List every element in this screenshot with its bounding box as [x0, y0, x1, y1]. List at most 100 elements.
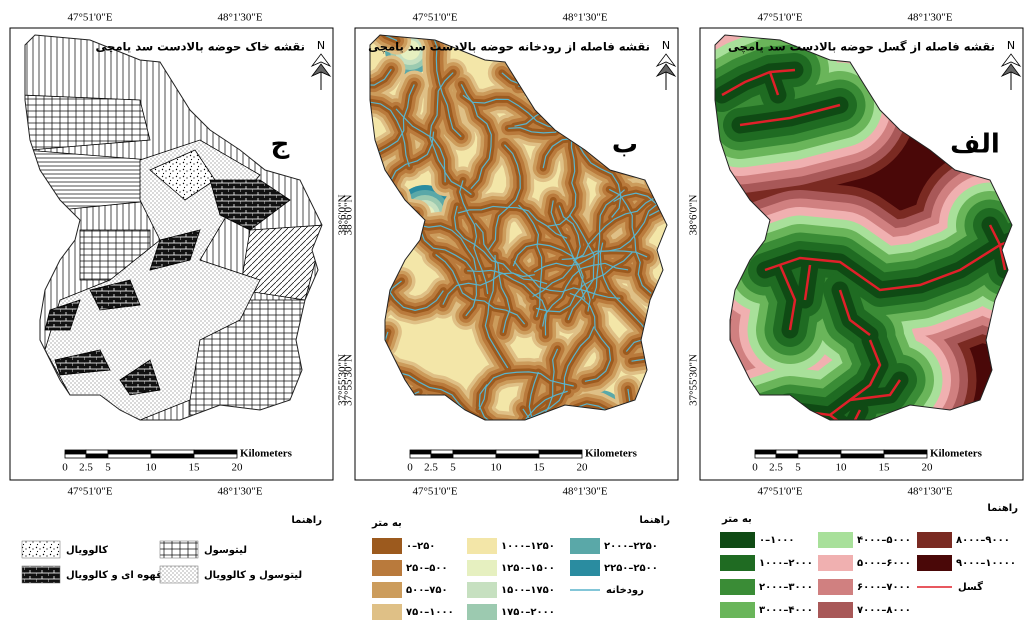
legend-swatch	[467, 560, 497, 576]
soil-region	[25, 94, 151, 151]
north-arrow-head	[310, 53, 332, 67]
scale-bar-segment	[409, 453, 432, 459]
legend-swatch	[21, 565, 61, 584]
legend-swatch	[21, 540, 61, 559]
fault	[838, 289, 871, 336]
river	[542, 262, 629, 327]
soil-region	[149, 229, 201, 271]
river	[478, 384, 557, 420]
legend-label: ۱۰۰۰–۱۲۵۰	[501, 541, 555, 552]
river	[370, 84, 415, 182]
longitude-label: 48°1'30"E	[217, 12, 262, 24]
panel-letter: ب	[612, 130, 638, 160]
legend-unit: به متر	[721, 514, 752, 525]
scale-bar-segment	[840, 449, 885, 455]
longitude-label: 48°1'30"E	[907, 486, 952, 498]
legend-swatch	[570, 538, 600, 554]
scale-bar-segment	[452, 453, 497, 459]
legend-label: گسل	[958, 580, 983, 593]
soil-region	[119, 359, 161, 396]
river	[488, 144, 521, 251]
north-label: N	[317, 39, 325, 52]
scale-bar-segment	[64, 453, 87, 459]
legend-swatch	[720, 579, 755, 595]
legend-swatch	[372, 604, 402, 620]
basin-map	[25, 35, 322, 420]
scale-bar-segment	[193, 449, 238, 455]
legend-label: ۷۰۰۰–۸۰۰۰	[857, 605, 911, 616]
north-arrow-head	[1000, 53, 1022, 67]
longitude-label: 47°51'0"E	[757, 486, 802, 498]
scale-label: 20	[577, 462, 589, 474]
scale-bar-segment	[85, 453, 109, 459]
soil-region	[54, 349, 111, 376]
legend-label: ۲۵۰–۵۰۰	[406, 563, 448, 574]
scale-bar-segment	[883, 449, 928, 455]
river	[535, 251, 633, 313]
fault	[764, 233, 1012, 292]
north-label: N	[662, 39, 670, 52]
river	[567, 214, 596, 321]
legend-swatch	[917, 555, 952, 571]
scale-label: 10	[836, 462, 848, 474]
river	[532, 205, 581, 298]
scale-label: 10	[491, 462, 503, 474]
legend-swatch	[818, 602, 853, 618]
fault	[721, 68, 796, 97]
legend-label: لیتوسول و کالوویال	[204, 570, 302, 581]
legend-swatch	[917, 532, 952, 548]
map-panel: نقشه فاصله از گسل حوضه بالادست سد یامچی ا…	[688, 12, 1024, 618]
legend-swatch	[372, 538, 402, 554]
scale-bar-segment	[538, 453, 583, 459]
legend-label: ۱۰۰۰–۲۰۰۰	[759, 558, 813, 569]
legend-label: ۱۵۰۰–۱۷۵۰	[501, 585, 555, 596]
legend-label: ۶۰۰۰–۷۰۰۰	[857, 582, 911, 593]
scale-bar-segment	[107, 453, 152, 459]
basin-map	[370, 35, 667, 420]
legend-swatch	[720, 555, 755, 571]
basin-map	[715, 35, 1012, 420]
north-arrow-head	[655, 53, 677, 67]
longitude-label: 47°51'0"E	[757, 12, 802, 24]
north-arrow: N	[655, 39, 677, 90]
scale-bar-segment	[797, 449, 842, 455]
legend-swatch	[159, 540, 199, 559]
legend-swatch	[570, 560, 600, 576]
scale-bar-segment	[754, 449, 777, 455]
legend-label: ۴۰۰۰–۵۰۰۰	[857, 535, 911, 546]
scale-label: 5	[450, 462, 456, 474]
scale-label: 15	[879, 462, 891, 474]
legend-unit: به متر	[371, 518, 402, 529]
scale-bar-segment	[107, 449, 152, 455]
longitude-label: 47°51'0"E	[67, 486, 112, 498]
legend-title: راهنما	[987, 503, 1018, 514]
legend-swatch	[467, 604, 497, 620]
scale-bar-segment	[409, 449, 432, 455]
latitude-label: 37°55'30"N	[337, 354, 349, 406]
legend-label: ۵۰۰–۷۵۰	[406, 585, 448, 596]
fault	[778, 264, 797, 331]
soil-region	[89, 279, 141, 311]
scale-bar-segment	[150, 453, 195, 459]
scale-bar-segment	[495, 449, 540, 455]
river	[533, 250, 648, 273]
scale-label: 2.5	[424, 462, 438, 474]
legend-swatch	[372, 582, 402, 598]
panel-letter: الف	[950, 130, 1000, 160]
legend-label: رودخانه	[606, 585, 644, 596]
scale-label: 0	[62, 462, 68, 474]
legend: راهنما به متر ۰–۱۰۰۰ ۱۰۰۰–۲۰۰۰ ۲۰۰۰–۳۰۰۰ ۳۰۰۰…	[720, 503, 1018, 618]
legend-title: راهنما	[291, 515, 322, 526]
legend-label: ۳۰۰۰–۴۰۰۰	[759, 605, 813, 616]
scale-label: 15	[534, 462, 546, 474]
river	[608, 188, 652, 294]
scale-label: 0	[752, 462, 758, 474]
scale-bar-segment	[883, 453, 928, 459]
river	[613, 192, 667, 226]
scale-unit: Kilometers	[930, 448, 983, 460]
scale-bar-segment	[430, 453, 454, 459]
scale-bar-segment	[150, 449, 195, 455]
longitude-label: 48°1'30"E	[562, 486, 607, 498]
longitude-label: 48°1'30"E	[217, 486, 262, 498]
